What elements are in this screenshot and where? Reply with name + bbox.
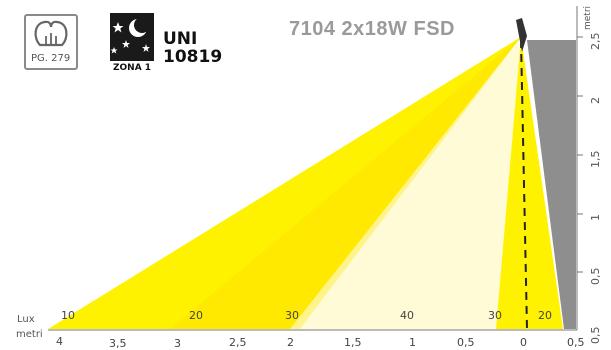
lux-value: 30 <box>285 309 299 322</box>
lux-value: 40 <box>400 309 414 322</box>
beam-zone-10 <box>48 37 521 329</box>
lux-value: 30 <box>488 309 502 322</box>
starry-night-moon-icon <box>110 13 154 61</box>
y-tick-label: 0,5 <box>589 267 602 286</box>
x-tick-label: 0 <box>520 336 527 349</box>
standard-number: 10819 <box>163 47 223 67</box>
x-tick-label: 3,5 <box>109 337 127 350</box>
y-tick-label: 2 <box>589 97 602 104</box>
page-reference-box <box>24 14 78 70</box>
y-tick-label: 1,5 <box>589 150 602 169</box>
y-tick-label: 1 <box>589 214 602 221</box>
lux-value: 20 <box>189 309 203 322</box>
product-title: 7104 2x18W FSD <box>289 18 455 40</box>
standard-name: UNI <box>163 29 198 49</box>
lux-value: 10 <box>61 309 75 322</box>
x-tick-label: 3 <box>174 337 181 350</box>
lux-value: 20 <box>538 309 552 322</box>
lamp-fixture-icon <box>516 18 527 52</box>
x-tick-label: 0,5 <box>567 336 585 349</box>
beam-zone-20 <box>170 37 521 329</box>
beam-zone-40 <box>300 37 521 329</box>
x-tick-label: 1 <box>409 336 416 349</box>
x-tick-label: 4 <box>56 335 63 348</box>
metri-row-label: metri <box>16 329 43 340</box>
x-tick-label: 2 <box>287 336 294 349</box>
vertical-axis-unit: metri <box>583 5 593 30</box>
wall-surface <box>527 40 576 329</box>
bulb-outline-icon <box>34 20 68 47</box>
lux-row-label: Lux <box>17 314 35 325</box>
x-tick-label: 1,5 <box>344 336 362 349</box>
page-reference-label: PG. 279 <box>31 53 71 64</box>
beam-zone-30-right <box>496 37 527 329</box>
y-tick-label: 2,5 <box>589 32 602 51</box>
beam-zone-20-right <box>521 37 563 329</box>
x-tick-label: 2,5 <box>229 336 247 349</box>
beam-zone-30 <box>290 37 521 329</box>
zone-label: ZONA 1 <box>113 63 152 73</box>
x-tick-label: 0,5 <box>457 336 475 349</box>
vertical-reference-line <box>520 39 528 330</box>
y-tick-label: 0,5 <box>589 326 602 345</box>
